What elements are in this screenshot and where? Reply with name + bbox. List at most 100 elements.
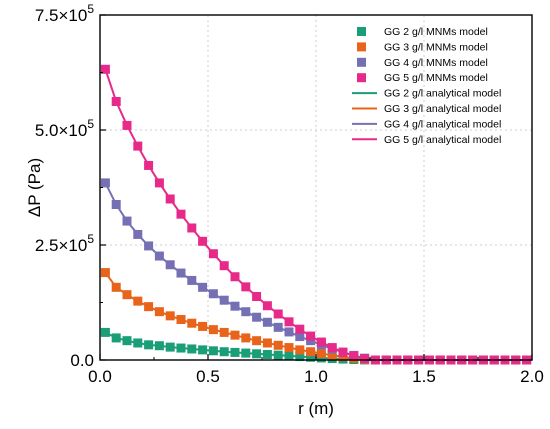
x-tick-label: 1.5: [412, 367, 436, 386]
model-marker: [284, 327, 294, 337]
model-marker: [241, 307, 251, 317]
x-tick-label: 0.0: [88, 367, 112, 386]
model-marker: [208, 325, 218, 335]
model-marker: [338, 347, 348, 357]
y-tick-label: 7.5×105: [35, 2, 94, 25]
model-marker: [252, 349, 262, 359]
model-marker: [165, 194, 175, 204]
legend-label: GG 4 g/l MNMs model: [384, 57, 488, 69]
model-marker: [219, 347, 229, 357]
model-marker: [100, 178, 110, 188]
model-marker: [176, 343, 186, 353]
legend-marker: [357, 27, 366, 36]
model-marker: [284, 343, 294, 353]
model-marker: [230, 347, 240, 357]
legend-marker: [357, 42, 366, 52]
x-tick-label: 0.5: [196, 367, 220, 386]
y-axis-label: ΔP (Pa): [25, 158, 44, 217]
model-marker: [187, 223, 197, 233]
model-marker: [208, 346, 218, 356]
model-marker: [252, 336, 262, 346]
model-marker: [306, 347, 316, 357]
model-marker: [241, 282, 251, 292]
model-marker: [111, 333, 121, 343]
y-tick-label: 5.0×105: [35, 117, 94, 140]
model-marker: [273, 340, 283, 350]
legend-label: GG 3 g/l analytical model: [384, 103, 501, 115]
legend-label: GG 2 g/l MNMs model: [384, 26, 488, 38]
model-marker: [133, 338, 143, 348]
model-marker: [133, 229, 143, 239]
model-marker: [360, 354, 370, 364]
model-marker: [144, 340, 154, 350]
model-marker: [165, 311, 175, 321]
model-marker: [133, 296, 143, 306]
model-marker: [262, 301, 272, 311]
model-marker: [198, 282, 208, 292]
model-marker: [187, 318, 197, 328]
model-marker: [295, 352, 305, 362]
model-marker: [187, 275, 197, 285]
model-marker: [262, 338, 272, 348]
model-marker: [122, 336, 132, 346]
model-marker: [176, 209, 186, 219]
model-marker: [133, 141, 143, 151]
model-marker: [111, 200, 121, 210]
model-marker: [219, 261, 229, 271]
model-marker: [252, 312, 262, 322]
model-marker: [208, 289, 218, 299]
model-marker: [144, 160, 154, 170]
x-tick-label: 1.0: [304, 367, 328, 386]
model-marker: [144, 241, 154, 251]
model-marker: [327, 343, 337, 353]
model-marker: [154, 307, 164, 317]
model-marker: [327, 350, 337, 360]
model-marker: [306, 336, 316, 346]
axes: 0.0 0.5 1.0 1.5 2.0 0.0 2.5×105 5.0×105 7.5×105 r…: [25, 2, 544, 418]
model-marker: [262, 317, 272, 327]
grid: [100, 15, 532, 360]
model-marker: [306, 331, 316, 341]
model-marker: [338, 352, 348, 362]
model-marker: [273, 309, 283, 319]
model-marker: [165, 342, 175, 352]
model-marker: [100, 268, 110, 278]
legend-marker: [357, 57, 366, 67]
model-marker: [295, 345, 305, 355]
y-tick-label: 2.5×105: [35, 232, 94, 255]
legend-marker: [357, 73, 366, 83]
model-marker: [176, 315, 186, 325]
legend-label: GG 3 g/l MNMs model: [384, 41, 488, 53]
model-marker: [154, 178, 164, 188]
model-marker: [306, 352, 316, 362]
model-marker: [349, 351, 359, 361]
model-marker: [241, 348, 251, 358]
model-marker: [111, 282, 121, 292]
model-marker: [154, 251, 164, 261]
model-marker: [262, 349, 272, 359]
model-marker: [273, 350, 283, 360]
model-marker: [198, 321, 208, 331]
legend-label: GG 5 g/l analytical model: [384, 134, 501, 146]
model-marker: [111, 96, 121, 106]
model-marker: [219, 295, 229, 305]
model-marker: [219, 327, 229, 337]
model-marker: [230, 330, 240, 340]
model-marker: [154, 341, 164, 351]
model-marker: [284, 317, 294, 327]
model-marker: [122, 120, 132, 130]
model-marker: [144, 302, 154, 312]
model-marker: [230, 301, 240, 311]
model-marker: [122, 290, 132, 300]
model-marker: [316, 337, 326, 347]
model-marker: [241, 333, 251, 343]
analytical-line-4gl: [104, 182, 532, 361]
model-marker: [165, 260, 175, 270]
model-marker: [198, 236, 208, 246]
model-marker: [252, 292, 262, 302]
model-marker: [208, 249, 218, 259]
legend-label: GG 4 g/l analytical model: [384, 118, 501, 130]
model-marker: [187, 344, 197, 354]
x-axis-label: r (m): [298, 399, 334, 418]
